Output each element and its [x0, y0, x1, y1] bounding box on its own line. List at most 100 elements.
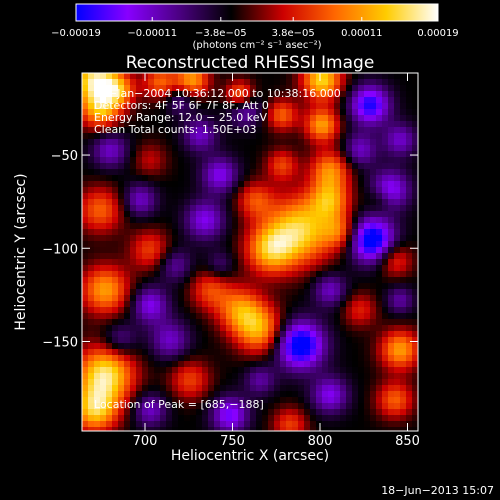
heatmap-cell [406, 421, 413, 428]
heatmap-cell [100, 217, 107, 224]
heatmap-cell [232, 157, 239, 164]
heatmap-cell [298, 259, 305, 266]
heatmap-cell [256, 343, 263, 350]
heatmap-cell [394, 73, 401, 80]
heatmap-cell [142, 331, 149, 338]
heatmap-cell [82, 241, 89, 248]
heatmap-cell [310, 103, 317, 110]
heatmap-cell [124, 127, 131, 134]
heatmap-cell [244, 73, 251, 80]
heatmap-cell [226, 103, 233, 110]
heatmap-cell [334, 91, 341, 98]
heatmap-cell [124, 181, 131, 188]
heatmap-cell [256, 121, 263, 128]
heatmap-cell [394, 325, 401, 332]
heatmap-cell [172, 289, 179, 296]
heatmap-cell [298, 211, 305, 218]
heatmap-cell [280, 391, 287, 398]
heatmap-cell [232, 307, 239, 314]
heatmap-cell [100, 247, 107, 254]
heatmap-cell [286, 349, 293, 356]
heatmap-cell [352, 259, 359, 266]
heatmap-cell [136, 229, 143, 236]
heatmap-cell [130, 277, 137, 284]
heatmap-cell [196, 301, 203, 308]
heatmap-cell [400, 241, 407, 248]
heatmap-cell [160, 421, 167, 428]
heatmap-cell [82, 373, 89, 380]
heatmap-cell [322, 247, 329, 254]
heatmap-cell [412, 217, 418, 224]
heatmap-cell [268, 157, 275, 164]
heatmap-cell [400, 295, 407, 302]
heatmap-cell [238, 307, 245, 314]
heatmap-cell [274, 391, 281, 398]
heatmap-cell [214, 319, 221, 326]
heatmap-cell [106, 205, 113, 212]
heatmap-cell [334, 265, 341, 272]
heatmap-cell [406, 259, 413, 266]
heatmap-cell [166, 247, 173, 254]
heatmap-cell [262, 325, 269, 332]
heatmap-cell [286, 109, 293, 116]
heatmap-cell [262, 73, 269, 80]
heatmap-cell [208, 121, 215, 128]
heatmap-cell [262, 361, 269, 368]
heatmap-cell [346, 331, 353, 338]
heatmap-cell [352, 421, 359, 428]
heatmap-cell [154, 187, 161, 194]
heatmap-cell [130, 193, 137, 200]
heatmap-cell [232, 103, 239, 110]
heatmap-cell [364, 97, 371, 104]
heatmap-cell [382, 169, 389, 176]
heatmap-cell [178, 415, 185, 422]
heatmap-cell [100, 103, 107, 110]
heatmap-cell [346, 403, 353, 410]
heatmap-cell [160, 271, 167, 278]
heatmap-cell [208, 85, 215, 92]
heatmap-cell [154, 181, 161, 188]
heatmap-cell [376, 319, 383, 326]
heatmap-cell [208, 193, 215, 200]
heatmap-cell [112, 139, 119, 146]
heatmap-cell [376, 373, 383, 380]
heatmap-cell [226, 157, 233, 164]
heatmap-cell [304, 73, 311, 80]
heatmap-cell [340, 373, 347, 380]
heatmap-cell [346, 361, 353, 368]
heatmap-cell [136, 205, 143, 212]
heatmap-cell [280, 91, 287, 98]
heatmap-cell [388, 181, 395, 188]
heatmap-cell [238, 403, 245, 410]
heatmap-cell [214, 79, 221, 86]
heatmap-cell [268, 367, 275, 374]
heatmap-cell [406, 103, 413, 110]
heatmap-cell [268, 187, 275, 194]
heatmap-cell [358, 265, 365, 272]
heatmap-cell [376, 247, 383, 254]
heatmap-cell [208, 229, 215, 236]
heatmap-cell [394, 157, 401, 164]
heatmap-cell [196, 193, 203, 200]
heatmap-cell [214, 193, 221, 200]
heatmap-cell [298, 79, 305, 86]
heatmap-cell [364, 367, 371, 374]
heatmap-cell [262, 301, 269, 308]
heatmap-cell [238, 139, 245, 146]
heatmap-cell [148, 349, 155, 356]
heatmap-cell [274, 415, 281, 422]
heatmap-cell [280, 103, 287, 110]
heatmap-cell [346, 121, 353, 128]
heatmap-cell [244, 403, 251, 410]
heatmap-cell [250, 187, 257, 194]
heatmap-cell [226, 121, 233, 128]
heatmap-cell [358, 391, 365, 398]
heatmap-cell [112, 313, 119, 320]
heatmap-cell [124, 301, 131, 308]
heatmap-cell [178, 253, 185, 260]
heatmap-cell [220, 271, 227, 278]
heatmap-cell [100, 289, 107, 296]
heatmap-cell [412, 223, 418, 230]
heatmap-cell [94, 127, 101, 134]
heatmap-cell [88, 139, 95, 146]
